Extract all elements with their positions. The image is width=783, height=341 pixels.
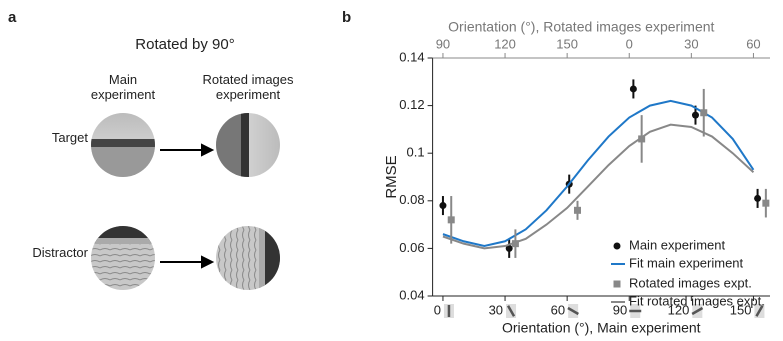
image-distractor-main bbox=[91, 226, 155, 290]
y-tick-label: 0.1 bbox=[407, 145, 425, 160]
x2-axis-title: Orientation (°), Rotated images experime… bbox=[448, 19, 714, 35]
data-point bbox=[439, 202, 447, 210]
data-point bbox=[447, 216, 455, 224]
data-point bbox=[511, 240, 519, 248]
y-tick-label: 0.08 bbox=[399, 192, 424, 207]
orientation-icon bbox=[443, 304, 454, 318]
legend-swatch bbox=[613, 242, 621, 250]
data-point bbox=[762, 199, 770, 207]
panel-label: b bbox=[342, 9, 351, 26]
arrows bbox=[160, 143, 215, 269]
legend-label: Fit main experiment bbox=[629, 255, 744, 270]
legend-label: Fit rotated images expt. bbox=[629, 293, 765, 308]
x-tick-label: 150 bbox=[730, 302, 752, 317]
data-point bbox=[700, 109, 708, 117]
orientation-icon bbox=[506, 304, 517, 318]
x-tick-label: 120 bbox=[668, 302, 690, 317]
orientation-icon-bar bbox=[567, 306, 579, 316]
image-target-rotated bbox=[216, 113, 280, 177]
x-tick-label: 0 bbox=[434, 302, 441, 317]
y-tick-label: 0.12 bbox=[399, 97, 424, 112]
image-distractor-rotated bbox=[216, 226, 280, 290]
panel-title: Rotated by 90° bbox=[135, 36, 234, 53]
x-axis-title: Orientation (°), Main experiment bbox=[502, 320, 701, 336]
image-target-main bbox=[91, 113, 155, 177]
panel-label: a bbox=[8, 9, 17, 26]
legend-label: Main experiment bbox=[629, 237, 725, 252]
x2-tick-label: 0 bbox=[626, 36, 633, 51]
legend-swatch bbox=[613, 280, 621, 288]
x2-tick-label: 120 bbox=[494, 36, 516, 51]
orientation-icon-bar bbox=[691, 306, 704, 316]
row-label: Target bbox=[51, 130, 88, 145]
y-axis-title: RMSE bbox=[383, 155, 400, 198]
x-tick-label: 90 bbox=[613, 302, 627, 317]
orientation-icon bbox=[691, 304, 704, 318]
orientation-icon-bar bbox=[755, 305, 764, 317]
data-point bbox=[754, 194, 762, 202]
column-header: Rotated images experiment bbox=[202, 72, 294, 102]
x2-tick-label: 150 bbox=[556, 36, 578, 51]
orientation-icon bbox=[754, 304, 765, 318]
y-tick-label: 0.06 bbox=[399, 240, 424, 255]
y-tick-label: 0.14 bbox=[399, 49, 424, 64]
data-point bbox=[573, 206, 581, 214]
y-tick-label: 0.04 bbox=[399, 287, 424, 302]
data-point bbox=[505, 244, 513, 252]
x2-tick-label: 30 bbox=[684, 36, 698, 51]
data-point bbox=[638, 135, 646, 143]
column-header: Main experiment bbox=[90, 72, 156, 102]
row-label: Distractor bbox=[32, 245, 88, 260]
orientation-icon bbox=[567, 304, 579, 318]
legend-label: Rotated images expt. bbox=[629, 275, 752, 290]
data-point bbox=[691, 111, 699, 119]
x-tick-label: 30 bbox=[489, 302, 503, 317]
x2-tick-label: 60 bbox=[746, 36, 760, 51]
fit-line bbox=[442, 123, 755, 250]
x-tick-label: 60 bbox=[551, 302, 565, 317]
fit-line bbox=[442, 99, 755, 248]
orientation-icon-bar bbox=[506, 305, 516, 317]
orientation-icon bbox=[629, 304, 642, 318]
data-point bbox=[629, 85, 637, 93]
x2-tick-label: 90 bbox=[436, 36, 450, 51]
